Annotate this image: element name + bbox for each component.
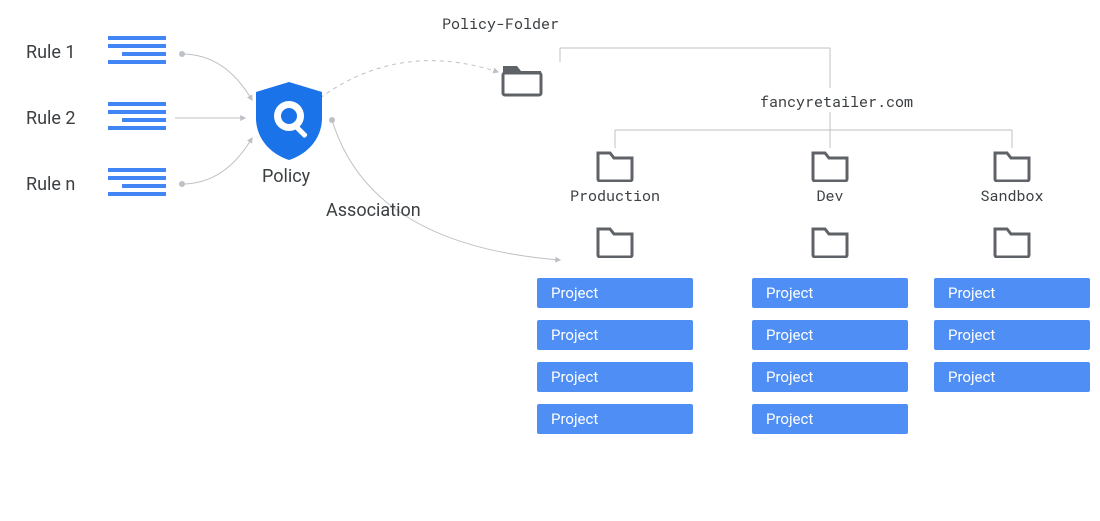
rule2-label: Rule 2 <box>26 108 76 129</box>
rulen-label: Rule n <box>26 174 75 195</box>
project-box: Project <box>752 404 908 434</box>
dev-folder-icon <box>752 148 908 182</box>
column-sandbox: Sandbox Project Project Project <box>934 148 1090 404</box>
dev-subfolder-icon <box>752 224 908 258</box>
rule2-icon <box>108 102 166 130</box>
column-dev: Dev Project Project Project Project <box>752 148 908 446</box>
org-domain-label: fancyretailer.com <box>760 92 913 112</box>
production-folder-icon <box>537 148 693 182</box>
policy-folder-label: Policy-Folder <box>442 14 559 34</box>
association-label: Association <box>326 200 421 221</box>
policy-shield-icon <box>252 80 326 166</box>
rule1-label: Rule 1 <box>26 42 76 63</box>
project-box: Project <box>934 320 1090 350</box>
dev-label: Dev <box>752 186 908 206</box>
policy-folder-icon <box>500 60 544 98</box>
column-production: Production Project Project Project Proje… <box>537 148 693 446</box>
rulen-icon <box>108 168 166 196</box>
sandbox-label: Sandbox <box>934 186 1090 206</box>
policy-label: Policy <box>262 166 310 187</box>
project-box: Project <box>537 362 693 392</box>
sandbox-folder-icon <box>934 148 1090 182</box>
project-box: Project <box>537 320 693 350</box>
project-box: Project <box>752 278 908 308</box>
project-box: Project <box>934 362 1090 392</box>
project-box: Project <box>537 278 693 308</box>
sandbox-subfolder-icon <box>934 224 1090 258</box>
production-label: Production <box>537 186 693 206</box>
production-subfolder-icon <box>537 224 693 258</box>
rule1-icon <box>108 36 166 64</box>
project-box: Project <box>752 320 908 350</box>
project-box: Project <box>537 404 693 434</box>
project-box: Project <box>934 278 1090 308</box>
project-box: Project <box>752 362 908 392</box>
